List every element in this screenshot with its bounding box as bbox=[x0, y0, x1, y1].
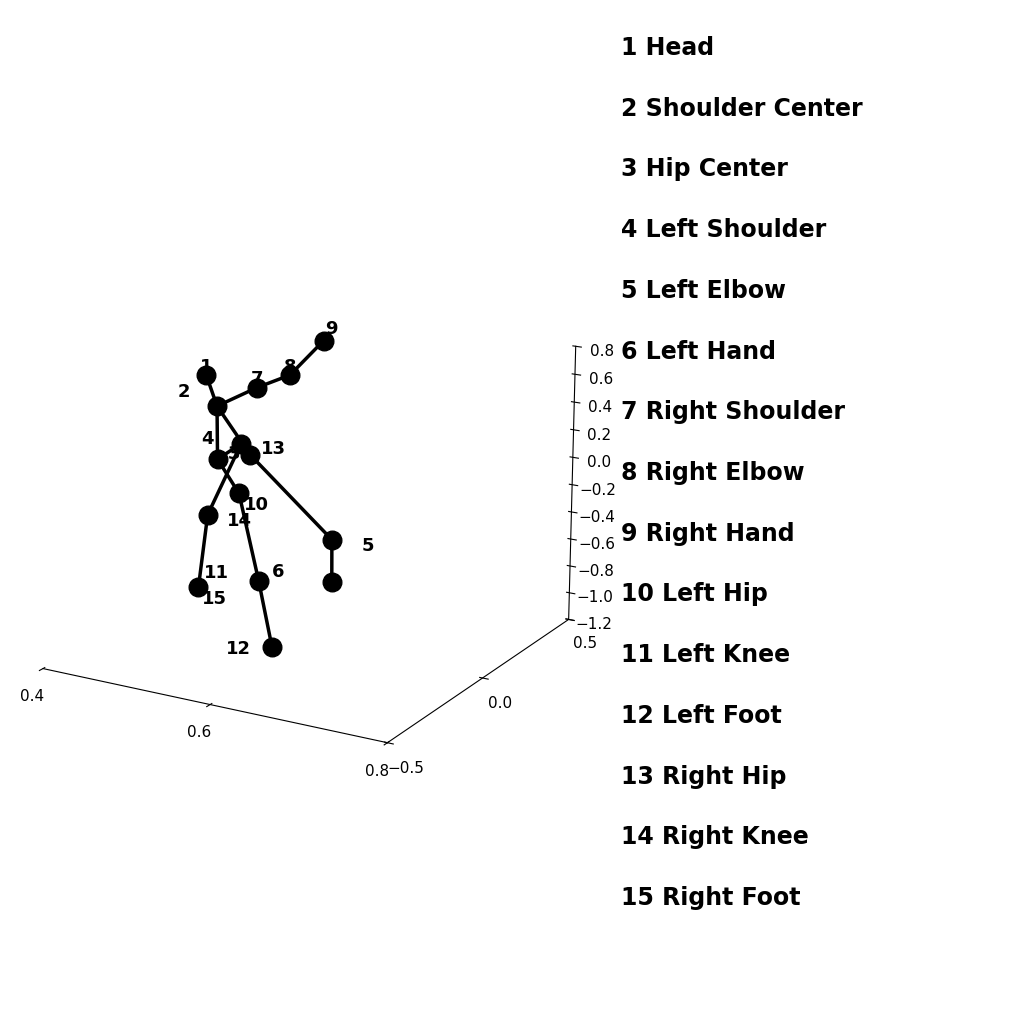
Text: 3 Hip Center: 3 Hip Center bbox=[621, 157, 788, 181]
Text: 13 Right Hip: 13 Right Hip bbox=[621, 765, 787, 788]
Text: 15 Right Foot: 15 Right Foot bbox=[621, 886, 801, 910]
Text: 14 Right Knee: 14 Right Knee bbox=[621, 825, 809, 849]
Text: 10 Left Hip: 10 Left Hip bbox=[621, 582, 768, 606]
Text: 4 Left Shoulder: 4 Left Shoulder bbox=[621, 218, 826, 242]
Text: 7 Right Shoulder: 7 Right Shoulder bbox=[621, 400, 845, 424]
Text: 8 Right Elbow: 8 Right Elbow bbox=[621, 461, 805, 485]
Text: 1 Head: 1 Head bbox=[621, 36, 714, 60]
Text: 9 Right Hand: 9 Right Hand bbox=[621, 522, 795, 545]
Text: 6 Left Hand: 6 Left Hand bbox=[621, 340, 776, 363]
Text: 11 Left Knee: 11 Left Knee bbox=[621, 643, 790, 667]
Text: 5 Left Elbow: 5 Left Elbow bbox=[621, 279, 786, 303]
Text: 12 Left Foot: 12 Left Foot bbox=[621, 704, 782, 728]
Text: 2 Shoulder Center: 2 Shoulder Center bbox=[621, 97, 863, 120]
